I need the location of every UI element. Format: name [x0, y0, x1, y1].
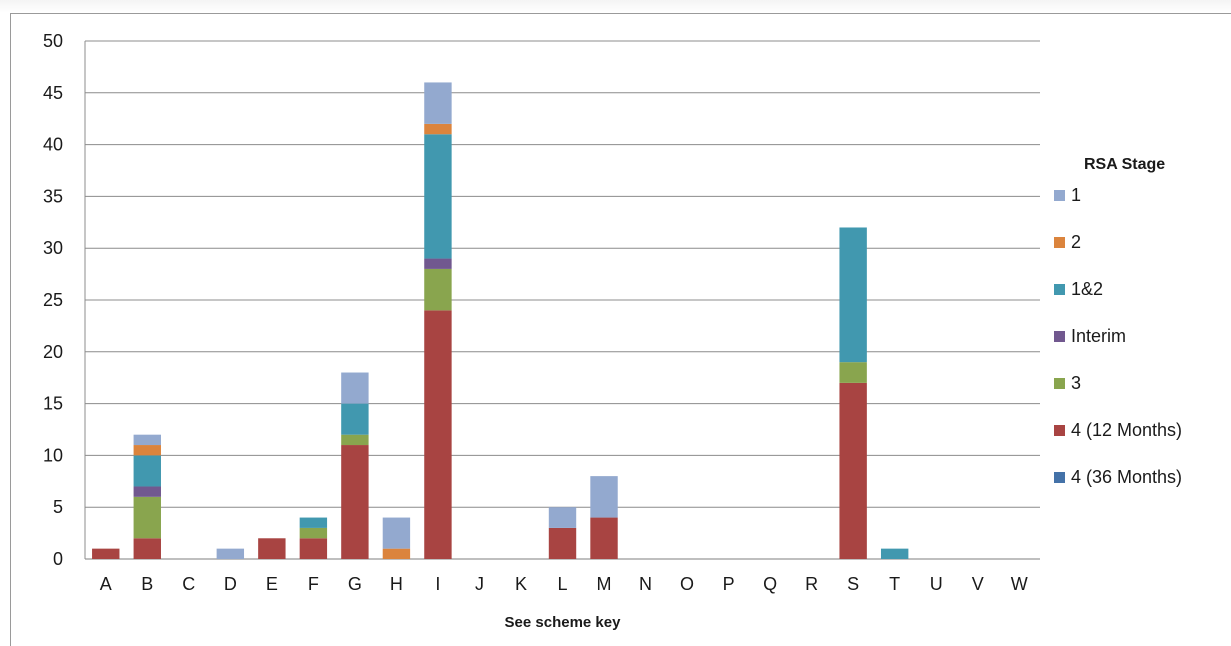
bar-segment — [880, 548, 909, 559]
bar-segment — [92, 548, 120, 559]
x-axis: A B C D E F G H I J K L M N O P Q R S T U V W — [100, 574, 1028, 594]
legend-swatch — [1054, 190, 1065, 201]
bar-segment — [216, 548, 245, 559]
bar-segment — [341, 403, 369, 435]
bar-segment — [299, 538, 328, 559]
x-tick-label: J — [475, 574, 484, 594]
x-tick-label: N — [639, 574, 652, 594]
legend-swatch — [1054, 425, 1065, 436]
legend-item: Interim — [1054, 325, 1229, 348]
y-tick-label: 30 — [43, 238, 63, 258]
x-tick-label: T — [889, 574, 900, 594]
bar-segment — [548, 527, 577, 559]
x-tick-label: W — [1011, 574, 1028, 594]
legend-item: 1&2 — [1054, 278, 1229, 301]
bar-segment — [590, 517, 618, 559]
x-tick-label: S — [847, 574, 859, 594]
bar-segment — [133, 445, 161, 456]
gridlines — [85, 40, 1040, 560]
x-axis-title: See scheme key — [505, 614, 622, 631]
x-tick-label: K — [515, 574, 527, 594]
x-tick-label: B — [141, 574, 153, 594]
legend-label: 4 (36 Months) — [1071, 467, 1183, 487]
x-tick-label: P — [723, 574, 735, 594]
y-tick-label: 0 — [53, 549, 63, 569]
x-tick-label: G — [348, 574, 362, 594]
y-tick-label: 20 — [43, 342, 63, 362]
bar-segment — [839, 227, 867, 363]
y-tick-label: 5 — [53, 497, 63, 517]
y-tick-label: 10 — [43, 445, 63, 465]
bars — [92, 82, 909, 559]
legend-items: 1 2 1&2 Interim 3 4 (12 Months) 4 (36 Months) — [1054, 184, 1229, 489]
legend-item: 4 (36 Months) — [1054, 466, 1229, 489]
x-tick-label: F — [308, 574, 319, 594]
y-tick-label: 15 — [43, 394, 63, 414]
bar-segment — [548, 507, 577, 528]
x-tick-label: U — [930, 574, 943, 594]
bar-segment — [424, 123, 452, 135]
legend-label: 1 — [1071, 185, 1082, 205]
bar-segment — [839, 382, 867, 559]
bar-segment — [382, 517, 411, 549]
bar-segment — [839, 362, 867, 383]
bar-segment — [424, 258, 452, 269]
legend-swatch — [1054, 472, 1065, 483]
y-tick-label: 50 — [43, 31, 63, 51]
legend: RSA Stage 1 2 1&2 Interim 3 4 (12 Months) 4 (3… — [1054, 154, 1229, 513]
y-tick-label: 25 — [43, 290, 63, 310]
legend-title: RSA Stage — [1084, 156, 1166, 173]
legend-swatch — [1054, 331, 1065, 342]
bar-segment — [424, 310, 452, 559]
bar-segment — [590, 476, 618, 518]
x-tick-label: D — [224, 574, 237, 594]
x-tick-label: I — [435, 574, 440, 594]
legend-swatch — [1054, 237, 1065, 248]
legend-item: 2 — [1054, 231, 1229, 254]
bar-segment — [424, 134, 452, 259]
legend-label: Interim — [1071, 326, 1127, 346]
legend-label: 1&2 — [1071, 279, 1104, 299]
top-gradient — [0, 0, 1231, 13]
legend-item: 3 — [1054, 372, 1229, 395]
bar-segment — [382, 548, 411, 559]
bar-segment — [341, 445, 369, 559]
bar-segment — [341, 372, 369, 404]
legend-item: 1 — [1054, 184, 1229, 207]
x-tick-label: L — [557, 574, 567, 594]
legend-item: 4 (12 Months) — [1054, 419, 1229, 442]
bar-segment — [133, 538, 161, 559]
bar-segment — [133, 496, 161, 539]
legend-swatch — [1054, 378, 1065, 389]
x-tick-label: H — [390, 574, 403, 594]
bar-segment — [133, 434, 161, 446]
legend-label: 4 (12 Months) — [1071, 420, 1183, 440]
legend-label: 2 — [1071, 232, 1082, 252]
legend-label: 3 — [1071, 373, 1082, 393]
x-tick-label: V — [972, 574, 984, 594]
bar-segment — [133, 486, 161, 497]
bar-segment — [424, 268, 452, 311]
bar-segment — [258, 538, 286, 559]
x-tick-label: O — [680, 574, 694, 594]
x-tick-label: Q — [763, 574, 777, 594]
bar-segment — [341, 434, 369, 446]
x-tick-label: R — [805, 574, 818, 594]
x-tick-label: A — [100, 574, 112, 594]
bar-segment — [299, 517, 328, 528]
x-tick-label: M — [597, 574, 612, 594]
y-tick-label: 35 — [43, 186, 63, 206]
legend-swatch — [1054, 284, 1065, 295]
x-tick-label: E — [266, 574, 278, 594]
bar-segment — [299, 527, 328, 539]
y-axis: 0 5 10 15 20 25 30 35 40 45 50 — [43, 31, 86, 569]
chart-frame — [10, 13, 1231, 646]
bar-segment — [424, 82, 452, 124]
y-tick-label: 40 — [43, 135, 63, 155]
y-tick-label: 45 — [43, 83, 63, 103]
bar-segment — [133, 455, 161, 487]
x-tick-label: C — [182, 574, 195, 594]
